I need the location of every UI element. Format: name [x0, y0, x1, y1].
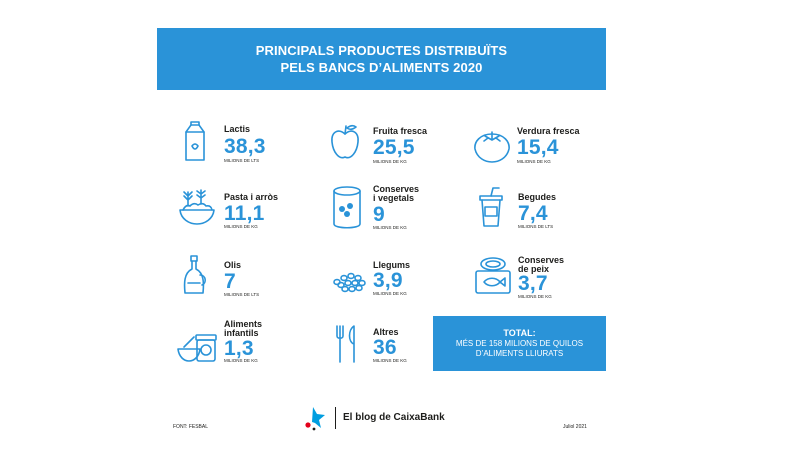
value-llegums: 3,9: [373, 269, 403, 292]
unit-verdura: MILIONS DE KG: [517, 159, 551, 164]
value-altres: 36: [373, 336, 397, 359]
total-line-2: D’ALIMENTS LLIURATS: [475, 349, 564, 358]
item-aliments-infantils: Aliments infantils 1,3 MILIONS DE KG: [176, 319, 296, 371]
value-olis: 7: [224, 270, 236, 293]
item-begudes: Begudes 7,4 MILIONS DE LTS: [476, 186, 596, 236]
label-conserves-peix: Conserves: [518, 255, 565, 265]
label-aliments-infantils-2: infantils: [224, 328, 259, 338]
apple-icon: [331, 124, 359, 159]
item-pasta: Pasta i arròs 11,1 MILIONS DE KG: [176, 186, 296, 236]
label-conserves-vegetals: Conserves: [373, 184, 420, 194]
tomato-icon: [474, 131, 510, 163]
item-altres: Altres 36 MILIONS DE KG: [332, 322, 442, 372]
fish-tin-icon: [475, 257, 511, 294]
label-olis: Olis: [224, 260, 242, 270]
value-begudes: 7,4: [518, 202, 548, 225]
label-verdura: Verdura fresca: [517, 126, 580, 136]
unit-fruita: MILIONS DE KG: [373, 159, 407, 164]
title-banner: PRINCIPALS PRODUCTES DISTRIBUÏTS PELS BA…: [157, 28, 606, 90]
unit-conserves-peix: MILIONS DE KG: [518, 294, 552, 299]
item-llegums: Llegums 3,9 MILIONS DE KG: [329, 256, 449, 306]
baby-food-icon: [177, 334, 217, 362]
blog-brand-text: El blog de CaixaBank: [343, 412, 445, 423]
item-fruita: Fruita fresca 25,5 MILIONS DE KG: [328, 120, 448, 170]
drink-cup-icon: [479, 187, 503, 227]
tin-can-icon: [333, 186, 361, 229]
total-box: TOTAL: MÉS DE 158 MILIONS DE QUILOS D’AL…: [433, 316, 606, 371]
unit-altres: MILIONS DE KG: [373, 358, 407, 363]
caixabank-star-icon: [305, 407, 325, 431]
total-title: TOTAL:: [503, 328, 536, 338]
item-verdura: Verdura fresca 15,4 MILIONS DE KG: [472, 124, 602, 174]
unit-conserves-vegetals: MILIONS DE KG: [373, 225, 407, 230]
item-olis: Olis 7 MILIONS DE LTS: [180, 253, 290, 303]
value-conserves-peix: 3,7: [518, 272, 548, 295]
label-aliments-infantils: Aliments: [224, 319, 263, 329]
value-conserves-vegetals: 9: [373, 203, 385, 226]
label-conserves-vegetals-2: i vegetals: [373, 193, 415, 203]
value-fruita: 25,5: [373, 136, 415, 159]
milk-carton-icon: [185, 121, 205, 161]
value-pasta: 11,1: [224, 202, 265, 225]
rice-bowl-icon: [179, 189, 215, 225]
label-llegums: Llegums: [373, 260, 411, 270]
label-conserves-peix-2: de peix: [518, 264, 550, 274]
item-conserves-peix: Conserves de peix 3,7 MILIONS DE KG: [473, 253, 603, 303]
item-conserves-vegetals: Conserves i vegetals 9 MILIONS DE KG: [330, 184, 450, 236]
publication-date: Juliol 2021: [563, 424, 587, 430]
cutlery-icon: [336, 325, 355, 363]
oil-bottle-icon: [183, 255, 206, 294]
unit-llegums: MILIONS DE KG: [373, 291, 407, 296]
logo-divider: [335, 407, 336, 429]
value-lactis: 38,3: [224, 135, 266, 158]
unit-begudes: MILIONS DE LTS: [518, 224, 554, 229]
legumes-icon: [333, 272, 366, 293]
total-line-1: MÉS DE 158 MILIONS DE QUILOS: [455, 339, 584, 348]
unit-pasta: MILIONS DE KG: [224, 224, 258, 229]
title-line-2: PELS BANCS D’ALIMENTS 2020: [280, 60, 483, 75]
label-altres: Altres: [373, 327, 399, 337]
value-aliments-infantils: 1,3: [224, 337, 254, 360]
title-line-1: PRINCIPALS PRODUCTES DISTRIBUÏTS: [255, 43, 508, 58]
unit-olis: MILIONS DE LTS: [224, 292, 260, 297]
label-fruita: Fruita fresca: [373, 126, 428, 136]
blog-logo[interactable]: El blog de CaixaBank: [303, 405, 473, 431]
unit-lactis: MILIONS DE LTS: [224, 158, 260, 163]
value-verdura: 15,4: [517, 136, 559, 159]
label-begudes: Begudes: [518, 192, 557, 202]
label-lactis: Lactis: [224, 124, 251, 134]
unit-aliments-infantils: MILIONS DE KG: [224, 358, 258, 363]
label-pasta: Pasta i arròs: [224, 192, 279, 202]
source-note: FONT: FESBAL: [173, 424, 209, 430]
item-lactis: Lactis 38,3 MILIONS DE LTS: [180, 120, 290, 170]
